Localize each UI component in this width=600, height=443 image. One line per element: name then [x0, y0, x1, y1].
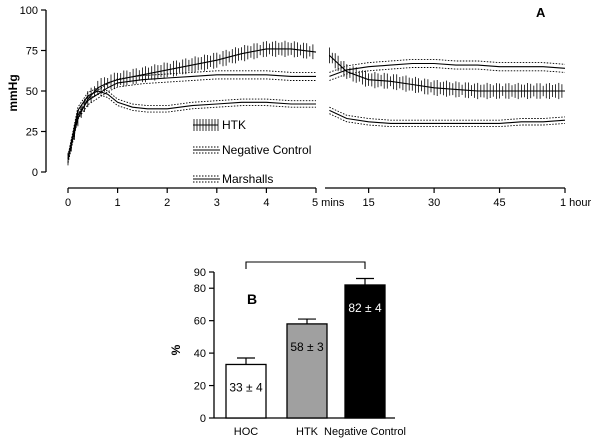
- series-marshalls-line: [329, 109, 566, 124]
- panel-b-y-tick-label: 20: [194, 381, 206, 393]
- legend-label: Negative Control: [222, 143, 311, 157]
- panel-a-x-tick-label: 1: [115, 197, 121, 209]
- panel-b-annotation: B: [247, 291, 257, 307]
- panel-a-y-tick-label: 0: [32, 167, 38, 179]
- series-marshalls-band-lower: [67, 93, 316, 163]
- legend-item-negative-control: Negative Control: [193, 143, 311, 157]
- series-negative-control-band-upper: [329, 58, 566, 73]
- panel-b-y-tick-label: 0: [200, 413, 206, 425]
- panel-b-y-tick-label: 90: [194, 267, 206, 279]
- panel-a-x-tick-label: 2: [164, 197, 170, 209]
- panel-a-legend: HTK Negative Control Marshalls: [193, 118, 311, 186]
- panel-a-y-tick-label: 75: [26, 46, 38, 58]
- bracket-line: [245, 261, 366, 269]
- panel-a-x-tick-label: 45: [493, 197, 505, 209]
- panel-a-x-tick-label: 3: [214, 197, 220, 209]
- comparison-bracket: [245, 261, 366, 269]
- panel-a-ticks: 0 25 50 75 100 0 1 2 3 4 5 mins 15 30 45 1 hour: [20, 5, 592, 209]
- panel-b-y-tick-label: 40: [194, 348, 206, 360]
- bar-category-label: HTK: [296, 426, 319, 438]
- panel-a-x-tick-label: 5 mins: [312, 197, 345, 209]
- panel-a-y-tick-label: 50: [26, 86, 38, 98]
- bar-data-label: 33 ± 4: [229, 380, 263, 394]
- panel-a-x-tick-label: 4: [263, 197, 269, 209]
- bar-htk: 58 ± 3 HTK: [286, 318, 328, 438]
- bar-rect: [286, 323, 328, 419]
- panel-a-y-tick-label: 25: [26, 127, 38, 139]
- series-marshalls-band-upper: [329, 106, 566, 121]
- panel-a-line-chart: 0 25 50 75 100 0 1 2 3 4 5 mins 15 30 45 1 hour HTK Neg…: [6, 5, 592, 209]
- panel-a-y-tick-label: 100: [20, 5, 38, 17]
- bar-data-label: 82 ± 4: [348, 301, 382, 315]
- series-negative-control-line: [67, 74, 316, 160]
- series-htk-line: [329, 54, 565, 92]
- series-marshalls-band-lower: [329, 113, 566, 128]
- panel-a-series: [67, 40, 566, 166]
- series-negative-control-line: [329, 62, 566, 77]
- panel-a-x-tick-label: 1 hour: [560, 197, 592, 209]
- panel-a-annotation: A: [536, 5, 546, 20]
- legend-item-htk: HTK: [193, 118, 246, 132]
- panel-a-x-tick-label: 0: [65, 197, 71, 209]
- bar-category-label: HOC: [234, 426, 259, 438]
- panel-a-x-tick-label: 30: [428, 197, 440, 209]
- panel-b-y-tick-label: 60: [194, 316, 206, 328]
- series-marshalls-line: [67, 90, 316, 160]
- bar-hoc: 33 ± 4 HOC: [225, 357, 267, 438]
- bar-rect: [344, 284, 386, 419]
- legend-item-marshalls: Marshalls: [193, 172, 273, 186]
- panel-b-y-tick-label: 80: [194, 283, 206, 295]
- bar-negative-control: 82 ± 4 Negative Control: [324, 277, 406, 438]
- panel-a-x-tick-label: 15: [363, 197, 375, 209]
- series-negative-control-band-lower: [67, 78, 316, 164]
- panel-b-bars: 33 ± 4 HOC 58 ± 3 HTK 82 ± 4 Negative Control: [225, 277, 406, 438]
- bar-category-label: Negative Control: [324, 426, 406, 438]
- legend-label: Marshalls: [222, 172, 273, 186]
- panel-b-bar-chart: 0 20 40 60 80 90 33 ± 4 HOC 58 ± 3 HTK 82 ± 4 Nega…: [169, 261, 406, 438]
- bar-data-label: 58 ± 3: [290, 340, 324, 354]
- panel-a-y-axis-label: mmHg: [6, 74, 20, 111]
- series-marshalls-band-upper: [67, 87, 316, 156]
- panel-b-y-axis-label: %: [169, 344, 183, 355]
- series-negative-control-band-lower: [329, 67, 566, 81]
- legend-label: HTK: [222, 118, 246, 132]
